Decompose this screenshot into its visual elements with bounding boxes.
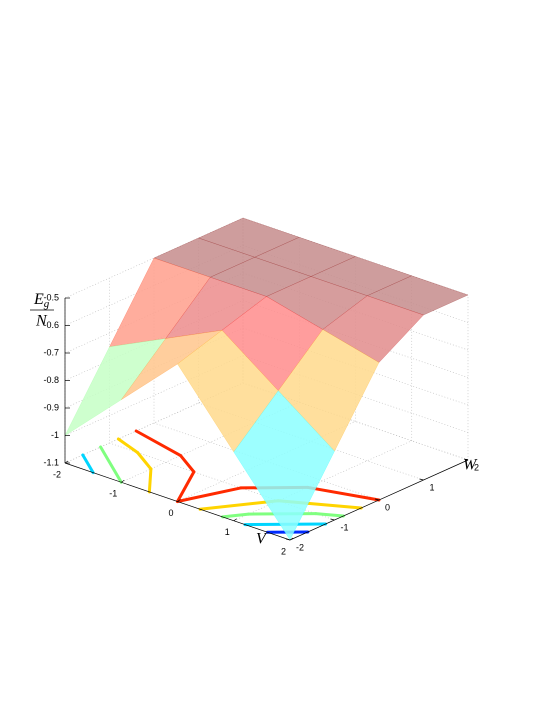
x-tick (233, 518, 237, 522)
contour-line (179, 454, 196, 474)
z-label: Eg (33, 291, 50, 310)
y-label: W (463, 457, 478, 474)
contour-line (176, 470, 196, 503)
grid-line (153, 258, 380, 501)
x-tick (121, 479, 125, 483)
surface-patch (64, 338, 167, 437)
z-tick-label: -1.1 (43, 457, 59, 467)
contour-line (134, 429, 183, 458)
z-label-subscript: g (44, 298, 50, 310)
ticks: -1.1 -1 -0.9 -0.8 -0.7 -0.6 -0.5 -2 -1 0 1 2 -2 -1 0 1 2 (43, 292, 479, 556)
y-tick (463, 458, 469, 461)
surface (64, 217, 469, 541)
contour-line (147, 467, 153, 494)
y-tick (285, 538, 291, 541)
y-tick (374, 498, 380, 501)
y-tick (419, 478, 424, 481)
z-tick-label: -1 (51, 430, 59, 440)
x-tick (64, 460, 69, 464)
x-tick-label: -1 (109, 489, 117, 499)
x-tick-label: 1 (225, 527, 230, 537)
x-tick (177, 499, 181, 502)
y-tick-label: 1 (430, 482, 435, 492)
z-label-symbol: E (33, 291, 44, 308)
grid-line (109, 278, 335, 521)
grid-line (198, 238, 424, 481)
contour-line (116, 437, 140, 455)
contour-line (136, 451, 153, 471)
y-tick (330, 518, 335, 521)
contour-line (221, 512, 251, 519)
z-tick-label: -0.6 (43, 320, 59, 330)
z-tick-label: -0.9 (43, 402, 59, 412)
contour-line (81, 453, 95, 475)
y-tick-label: 0 (385, 502, 390, 512)
x-label: V (256, 531, 268, 548)
grid-line (233, 275, 413, 522)
x-tick-label: 0 (168, 508, 173, 518)
contour-line (176, 486, 243, 503)
x-tick-label: 2 (281, 546, 286, 556)
surface-patch (233, 390, 335, 541)
z-tick-label: -0.5 (43, 292, 59, 302)
z-tick-label: -0.8 (43, 375, 59, 385)
contour-line (198, 499, 280, 511)
x-tick-label: -2 (53, 469, 61, 479)
z-label-denominator: N (35, 313, 48, 330)
y-tick-label: 2 (474, 462, 479, 472)
y-tick-label: -2 (296, 542, 304, 552)
z-tick-label: -0.7 (43, 347, 59, 357)
contour-line (314, 512, 345, 518)
contour-line (306, 485, 381, 502)
x-tick (289, 537, 294, 541)
grid-line (177, 256, 356, 502)
y-tick-label: -1 (341, 522, 349, 532)
contour-line (99, 445, 123, 484)
